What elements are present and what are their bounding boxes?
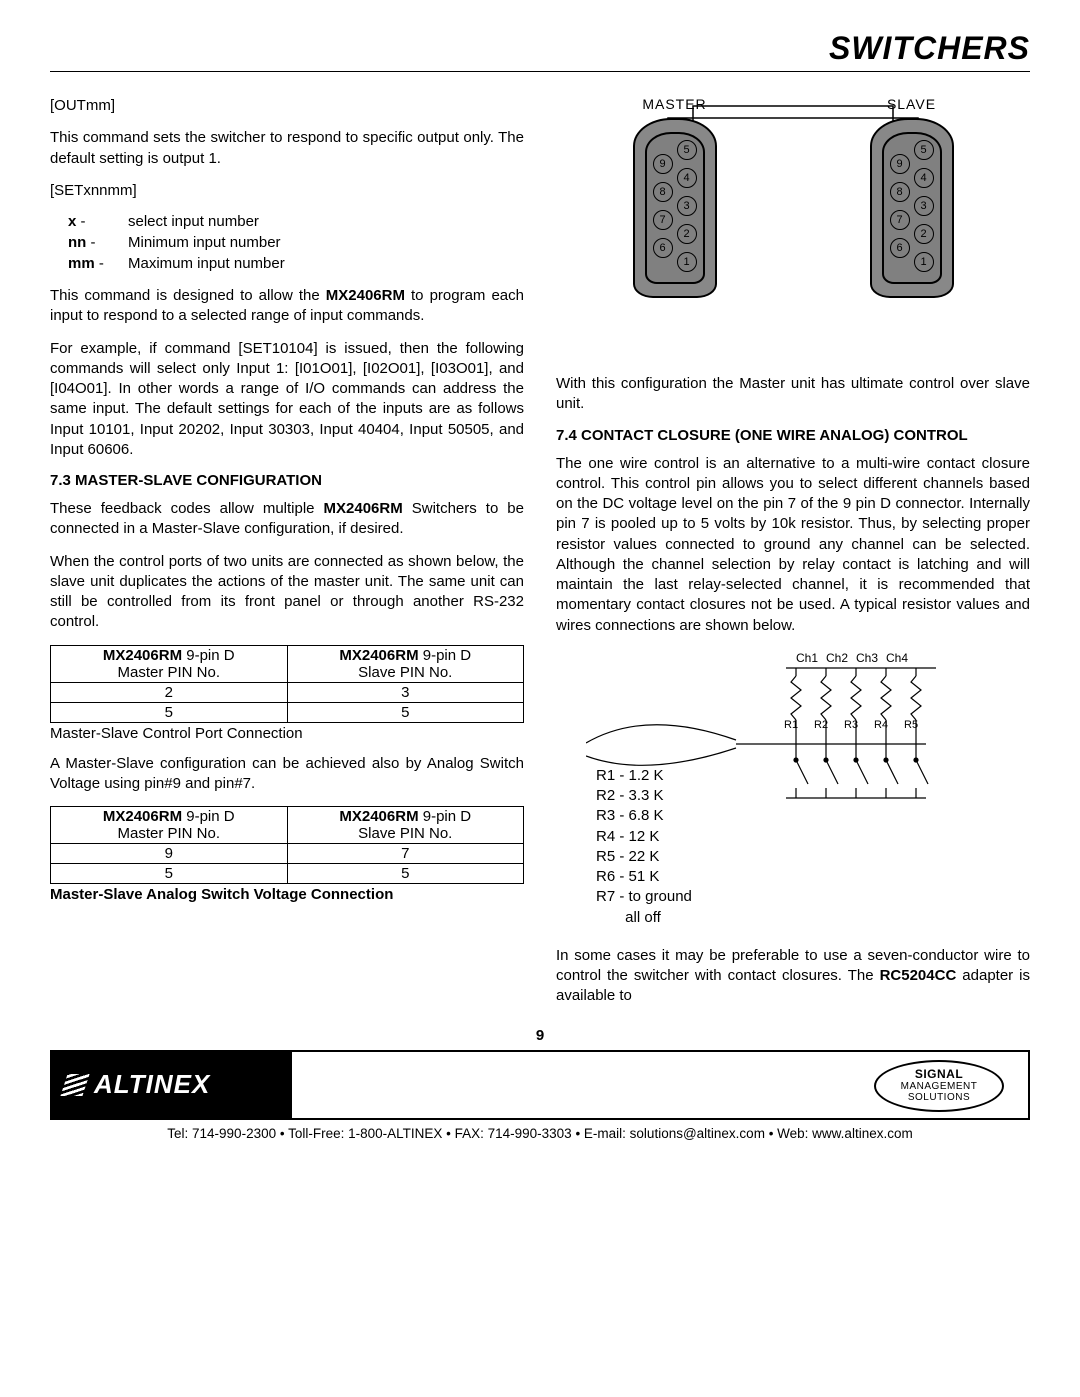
svg-text:Ch4: Ch4 (886, 651, 908, 665)
page-number: 9 (50, 1027, 1030, 1044)
resistor-diagram: Ch1 Ch2 Ch3 Ch4 (586, 648, 1006, 928)
caption-ms-control: Master-Slave Control Port Connection (50, 725, 524, 742)
brand-logo: ALTINEX (52, 1069, 292, 1100)
svg-text:R3: R3 (844, 719, 858, 731)
svg-text:Ch1: Ch1 (796, 651, 818, 665)
footer-bar: ALTINEX SIGNAL MANAGEMENT SOLUTIONS (50, 1050, 1030, 1120)
connector-diagram: MASTER 5 9 4 8 3 7 2 6 1 (556, 96, 1030, 356)
para-onewire: The one wire control is an alternative t… (556, 454, 1030, 636)
footer-oval: SIGNAL MANAGEMENT SOLUTIONS (864, 1060, 1014, 1112)
svg-text:R5: R5 (904, 719, 918, 731)
para-set-example: For example, if command [SET10104] is is… (50, 339, 524, 461)
para-ms-desc: When the control ports of two units are … (50, 552, 524, 633)
slave-label: SLAVE (852, 96, 972, 112)
para-outmm: This command sets the switcher to respon… (50, 128, 524, 169)
stripes-icon (60, 1074, 89, 1096)
cmd-setxnnmm: [SETxnnmm] (50, 181, 524, 201)
svg-text:Ch2: Ch2 (826, 651, 848, 665)
table-ms-control: MX2406RM 9-pin DMaster PIN No. MX2406RM … (50, 645, 524, 723)
svg-text:R4: R4 (874, 719, 888, 731)
svg-text:R1: R1 (784, 719, 798, 731)
para-ms-intro: These feedback codes allow multiple MX24… (50, 499, 524, 540)
resistor-value-list: R1 - 1.2 K R2 - 3.3 K R3 - 6.8 K R4 - 12… (596, 766, 692, 928)
page-header: SWITCHERS (50, 30, 1030, 72)
svg-text:Ch3: Ch3 (856, 651, 878, 665)
master-label: MASTER (615, 96, 735, 112)
right-column: MASTER 5 9 4 8 3 7 2 6 1 (556, 96, 1030, 1019)
caption-ms-analog: Master-Slave Analog Switch Voltage Conne… (50, 886, 524, 903)
slave-connector: 5 9 4 8 3 7 2 6 1 (852, 118, 972, 298)
heading-7-4: 7.4 CONTACT CLOSURE (ONE WIRE ANALOG) CO… (556, 427, 1030, 444)
cmd-outmm: [OUTmm] (50, 96, 524, 116)
left-column: [OUTmm] This command sets the switcher t… (50, 96, 524, 1019)
param-definitions: x - select input number nn - Minimum inp… (50, 213, 524, 272)
heading-7-3: 7.3 MASTER-SLAVE CONFIGURATION (50, 472, 524, 489)
svg-text:R2: R2 (814, 719, 828, 731)
para-seven-conductor: In some cases it may be preferable to us… (556, 946, 1030, 1007)
para-set-desc: This command is designed to allow the MX… (50, 286, 524, 327)
para-ms-analog: A Master-Slave configuration can be achi… (50, 754, 524, 795)
table-ms-analog: MX2406RM 9-pin DMaster PIN No. MX2406RM … (50, 806, 524, 884)
para-config-note: With this configuration the Master unit … (556, 374, 1030, 415)
footer-contact: Tel: 714-990-2300 • Toll-Free: 1-800-ALT… (50, 1126, 1030, 1149)
master-connector: 5 9 4 8 3 7 2 6 1 (615, 118, 735, 298)
